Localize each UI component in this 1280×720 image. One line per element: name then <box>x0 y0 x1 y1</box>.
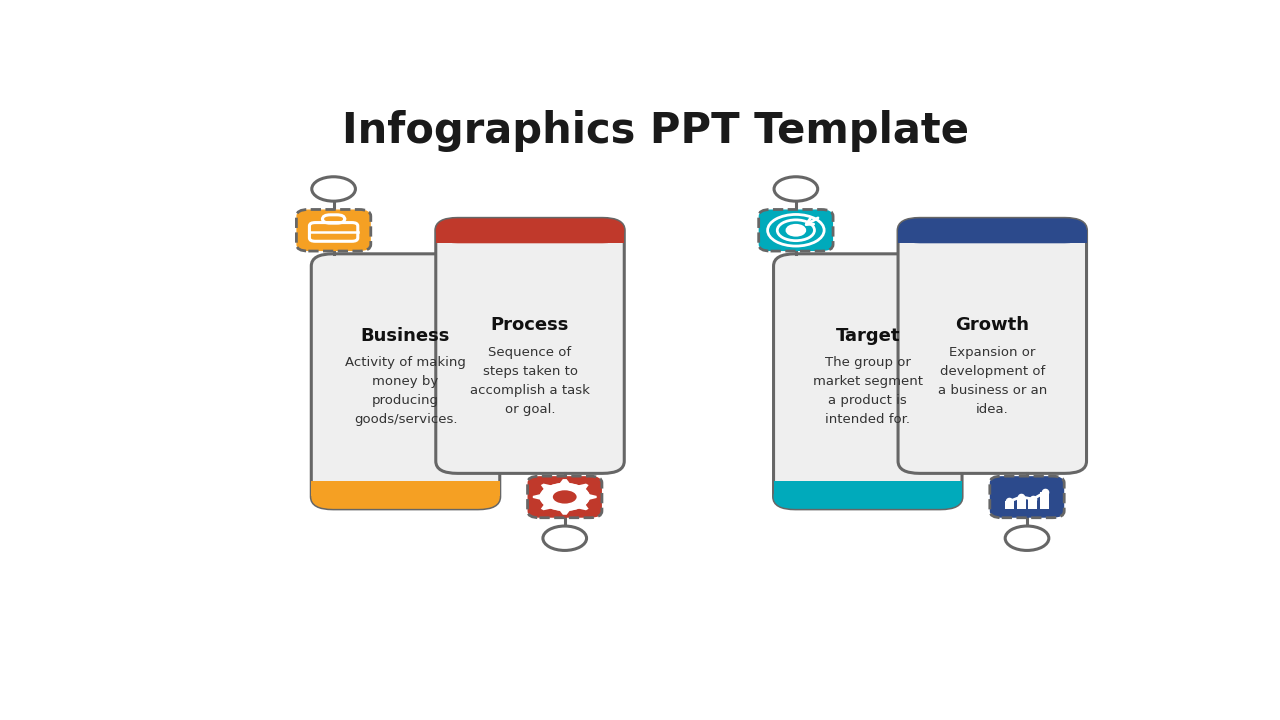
Text: Sequence of
steps taken to
accomplish a task
or goal.: Sequence of steps taken to accomplish a … <box>470 346 590 415</box>
Circle shape <box>774 177 818 201</box>
FancyBboxPatch shape <box>297 210 371 251</box>
FancyBboxPatch shape <box>311 484 499 509</box>
Bar <box>899 230 1087 243</box>
Text: Target: Target <box>836 327 900 345</box>
FancyBboxPatch shape <box>773 484 963 509</box>
Bar <box>311 482 499 496</box>
Bar <box>1029 499 1037 510</box>
Text: Growth: Growth <box>955 316 1029 334</box>
FancyBboxPatch shape <box>527 476 602 518</box>
Polygon shape <box>532 479 596 515</box>
Bar <box>1016 497 1025 510</box>
Circle shape <box>312 177 356 201</box>
Text: Expansion or
development of
a business or an
idea.: Expansion or development of a business o… <box>938 346 1047 415</box>
FancyBboxPatch shape <box>989 476 1064 518</box>
Bar <box>1005 501 1014 510</box>
Point <box>1011 491 1032 503</box>
FancyBboxPatch shape <box>773 254 963 509</box>
Circle shape <box>539 483 590 511</box>
Point <box>1023 493 1043 505</box>
Text: Activity of making
money by
producing
goods/services.: Activity of making money by producing go… <box>346 356 466 426</box>
Point <box>998 495 1019 507</box>
Bar <box>773 482 963 496</box>
Bar <box>435 230 625 243</box>
Text: Business: Business <box>361 327 451 345</box>
Circle shape <box>1005 526 1048 550</box>
Text: Process: Process <box>490 316 570 334</box>
FancyBboxPatch shape <box>759 210 833 251</box>
FancyBboxPatch shape <box>435 218 625 243</box>
Circle shape <box>543 526 586 550</box>
Point <box>1034 487 1055 498</box>
Circle shape <box>553 490 576 503</box>
FancyBboxPatch shape <box>311 254 499 509</box>
Circle shape <box>787 225 805 235</box>
FancyBboxPatch shape <box>435 218 625 473</box>
FancyBboxPatch shape <box>899 218 1087 243</box>
Bar <box>1041 492 1050 510</box>
Text: The group or
market segment
a product is
intended for.: The group or market segment a product is… <box>813 356 923 426</box>
Text: Infographics PPT Template: Infographics PPT Template <box>343 109 969 152</box>
FancyBboxPatch shape <box>899 218 1087 473</box>
